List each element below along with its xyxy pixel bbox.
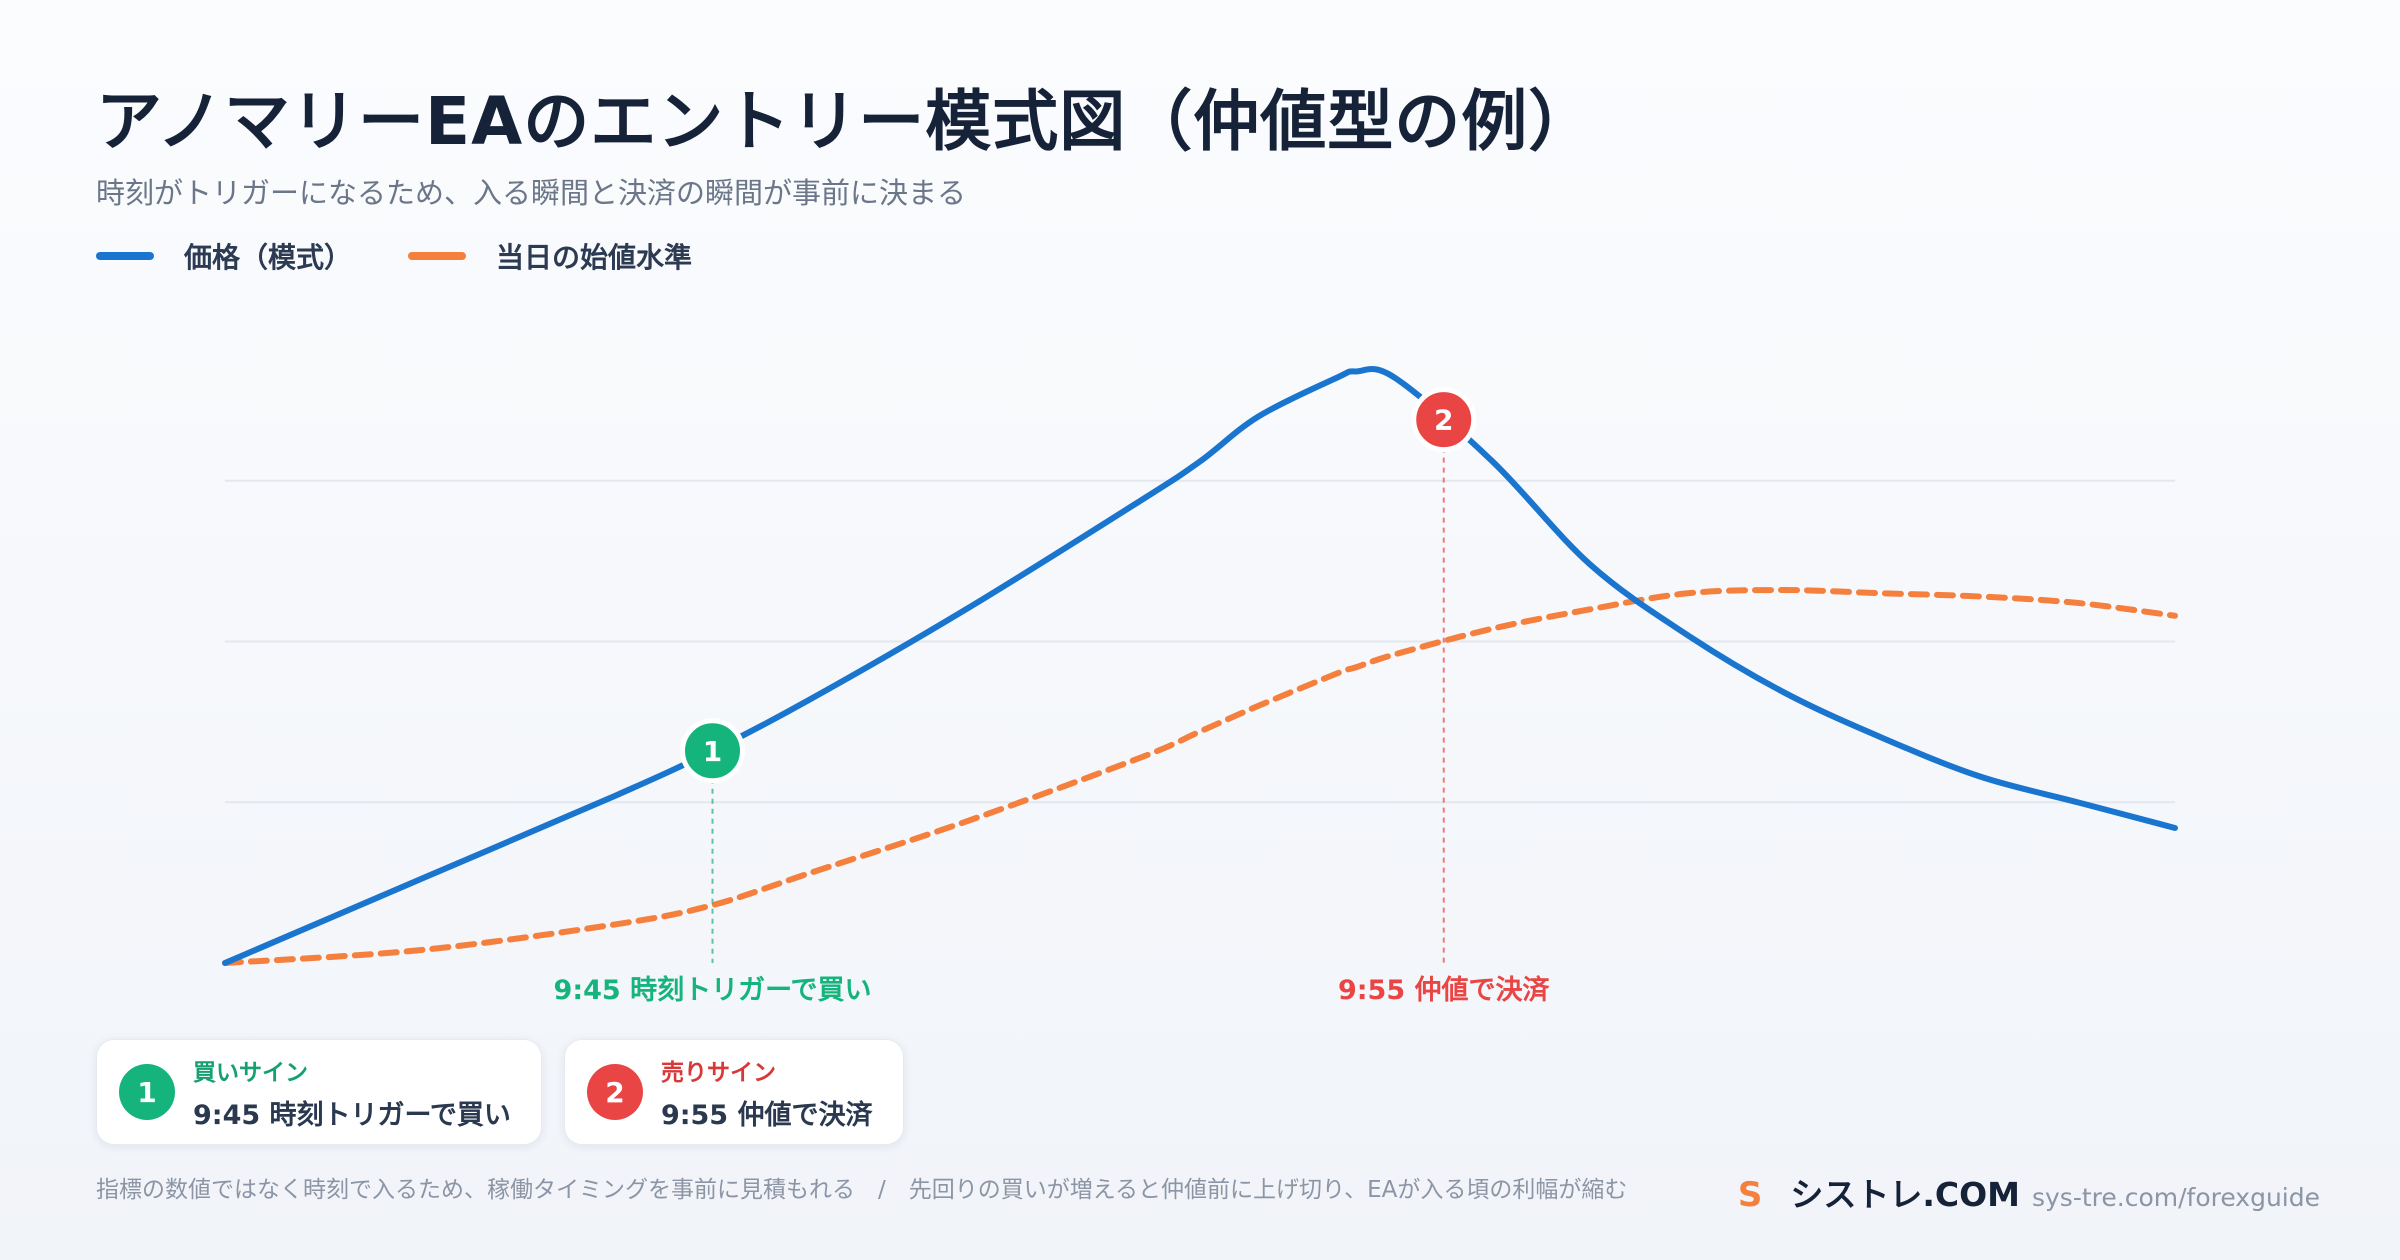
marker-1-label: 9:45 時刻トリガーで買い [554,974,872,1006]
price-line [222,366,2178,966]
legend-label-price: 価格（模式） [184,241,353,274]
brand-logo-icon: S [1737,1175,1763,1215]
marker-2-dot [1411,387,1477,453]
chart: 1 9:45 時刻トリガーで買い 2 9:55 仲値で決済 [222,366,2178,1006]
brand[interactable]: S シストレ.COM sys-tre.com/forexguide [1738,1168,2320,1216]
page-subtitle: 時刻がトリガーになるため、入る瞬間と決済の瞬間が事前に決まる [96,176,967,210]
legend-swatch-price [96,252,154,260]
buy-signal-title: 買いサイン [193,1059,308,1086]
sell-signal-badge: 2 [586,1064,643,1120]
footer-note: 指標の数値ではなく時刻で入るため、稼働タイミングを事前に見積もれる / 先回りの… [96,1177,1628,1203]
page-title: アノマリーEAのエントリー模式図（仲値型の例） [96,83,1596,160]
marker-2-number: 2 [1434,404,1453,437]
chart-legend: 価格（模式） 当日の始値水準 [96,236,692,276]
brand-name: シストレ.COM [1790,1175,2020,1214]
legend-item-price: 価格（模式） [96,236,352,276]
marker-2-label: 9:55 仲値で決済 [1338,974,1551,1006]
brand-url[interactable]: sys-tre.com/forexguide [2031,1183,2320,1212]
buy-signal-badge: 1 [119,1064,175,1120]
signal-cards: 1 買いサイン 9:45 時刻トリガーで買い 2 売りサイン 9:55 仲値で決… [96,1039,904,1145]
sell-signal-card: 2 売りサイン 9:55 仲値で決済 [563,1039,904,1145]
sell-signal-title: 売りサイン [660,1059,776,1086]
marker-1-number: 1 [703,735,722,768]
buy-signal-desc: 9:45 時刻トリガーで買い [193,1099,511,1131]
legend-label-open: 当日の始値水準 [496,241,693,274]
legend-item-open: 当日の始値水準 [408,236,692,276]
open-level-line [222,587,2178,966]
sell-signal-desc: 9:55 仲値で決済 [660,1099,873,1131]
buy-signal-card: 1 買いサイン 9:45 時刻トリガーで買い [96,1039,542,1145]
marker-1-dot [680,718,745,784]
legend-swatch-open [408,252,467,260]
